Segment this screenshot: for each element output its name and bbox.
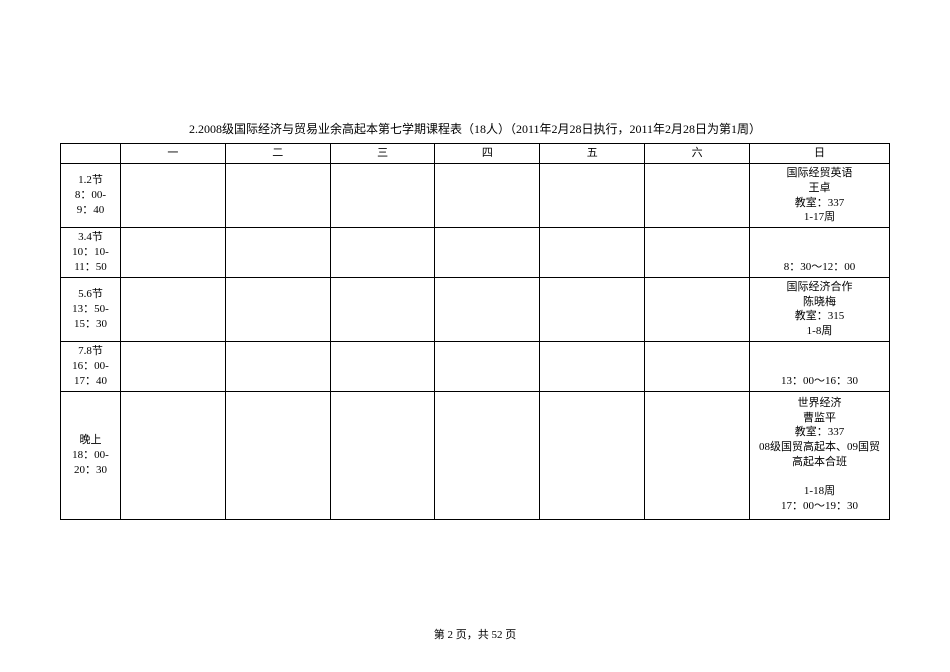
timeslot-cell: 5.6节 13：50- 15：30 <box>61 277 121 341</box>
course-cell: 国际经济合作 陈晓梅 教室：315 1-8周 <box>750 277 890 341</box>
timeslot-cell: 7.8节 16：00- 17：40 <box>61 342 121 392</box>
timeslot-cell: 1.2节 8：00- 9：40 <box>61 163 121 227</box>
slot-time: 9：40 <box>63 203 118 218</box>
course-name: 国际经济合作 <box>752 280 887 295</box>
class-merge: 高起本合班 <box>752 455 887 470</box>
empty-cell <box>121 228 226 278</box>
empty-cell <box>540 228 645 278</box>
header-row: 一 二 三 四 五 六 日 <box>61 144 890 164</box>
empty-cell <box>645 391 750 519</box>
header-sat: 六 <box>645 144 750 164</box>
timeslot-cell: 3.4节 10：10- 11：50 <box>61 228 121 278</box>
timeslot-cell: 晚上 18：00- 20：30 <box>61 391 121 519</box>
empty-cell <box>645 228 750 278</box>
room-label: 教室：337 <box>752 425 887 440</box>
header-wed: 三 <box>330 144 435 164</box>
empty-cell <box>540 342 645 392</box>
table-row: 晚上 18：00- 20：30 世界经济 曹监平 教室：337 08级国贸高起本… <box>61 391 890 519</box>
empty-cell <box>435 342 540 392</box>
empty-cell <box>645 342 750 392</box>
empty-cell <box>225 277 330 341</box>
empty-cell <box>225 163 330 227</box>
weeks-label: 1-17周 <box>752 210 887 225</box>
time-range: 17：00～19：30 <box>752 499 887 514</box>
course-cell: 13：00～16：30 <box>750 342 890 392</box>
empty-cell <box>435 277 540 341</box>
slot-time: 10：10- <box>63 245 118 260</box>
slot-time: 18：00- <box>63 448 118 463</box>
empty-cell <box>435 163 540 227</box>
empty-cell <box>540 391 645 519</box>
course-name: 世界经济 <box>752 396 887 411</box>
header-mon: 一 <box>121 144 226 164</box>
empty-cell <box>121 342 226 392</box>
header-thu: 四 <box>435 144 540 164</box>
empty-cell <box>540 163 645 227</box>
slot-time: 15：30 <box>63 317 118 332</box>
weeks-label: 1-8周 <box>752 324 887 339</box>
time-range: 8：30～12：00 <box>752 260 887 275</box>
empty-cell <box>121 163 226 227</box>
page-footer: 第 2 页，共 52 页 <box>0 626 950 642</box>
empty-cell <box>121 391 226 519</box>
teacher-name: 曹监平 <box>752 411 887 426</box>
empty-cell <box>330 163 435 227</box>
course-cell: 国际经贸英语 王卓 教室：337 1-17周 <box>750 163 890 227</box>
header-fri: 五 <box>540 144 645 164</box>
empty-cell <box>645 163 750 227</box>
empty-cell <box>225 342 330 392</box>
empty-cell <box>330 228 435 278</box>
slot-label: 3.4节 <box>63 230 118 245</box>
slot-label: 1.2节 <box>63 173 118 188</box>
empty-cell <box>225 228 330 278</box>
course-name: 国际经贸英语 <box>752 166 887 181</box>
slot-time: 20：30 <box>63 463 118 478</box>
header-tue: 二 <box>225 144 330 164</box>
empty-cell <box>330 391 435 519</box>
empty-cell <box>225 391 330 519</box>
slot-time: 16：00- <box>63 359 118 374</box>
room-label: 教室：337 <box>752 196 887 211</box>
table-row: 3.4节 10：10- 11：50 8：30～12：00 <box>61 228 890 278</box>
table-row: 5.6节 13：50- 15：30 国际经济合作 陈晓梅 教室：315 1-8周 <box>61 277 890 341</box>
spacer <box>752 470 887 484</box>
slot-time: 13：50- <box>63 302 118 317</box>
teacher-name: 陈晓梅 <box>752 295 887 310</box>
course-cell: 世界经济 曹监平 教室：337 08级国贸高起本、09国贸 高起本合班 1-18… <box>750 391 890 519</box>
time-range: 13：00～16：30 <box>752 374 887 389</box>
slot-label: 7.8节 <box>63 344 118 359</box>
empty-cell <box>330 342 435 392</box>
slot-time: 11：50 <box>63 260 118 275</box>
teacher-name: 王卓 <box>752 181 887 196</box>
slot-label: 5.6节 <box>63 287 118 302</box>
slot-time: 8：00- <box>63 188 118 203</box>
empty-cell <box>121 277 226 341</box>
slot-time: 17：40 <box>63 374 118 389</box>
empty-cell <box>435 391 540 519</box>
empty-cell <box>645 277 750 341</box>
header-blank <box>61 144 121 164</box>
table-row: 1.2节 8：00- 9：40 国际经贸英语 王卓 教室：337 1-17周 <box>61 163 890 227</box>
schedule-table: 一 二 三 四 五 六 日 1.2节 8：00- 9：40 <box>60 143 890 520</box>
empty-cell <box>540 277 645 341</box>
schedule-title: 2.2008级国际经济与贸易业余高起本第七学期课程表（18人）（2011年2月2… <box>60 120 890 137</box>
empty-cell <box>435 228 540 278</box>
class-merge: 08级国贸高起本、09国贸 <box>752 440 887 455</box>
room-label: 教室：315 <box>752 309 887 324</box>
course-cell: 8：30～12：00 <box>750 228 890 278</box>
table-row: 7.8节 16：00- 17：40 13：00～16：30 <box>61 342 890 392</box>
page-container: 2.2008级国际经济与贸易业余高起本第七学期课程表（18人）（2011年2月2… <box>0 0 950 520</box>
slot-label: 晚上 <box>63 433 118 448</box>
weeks-label: 1-18周 <box>752 484 887 499</box>
empty-cell <box>330 277 435 341</box>
header-sun: 日 <box>750 144 890 164</box>
